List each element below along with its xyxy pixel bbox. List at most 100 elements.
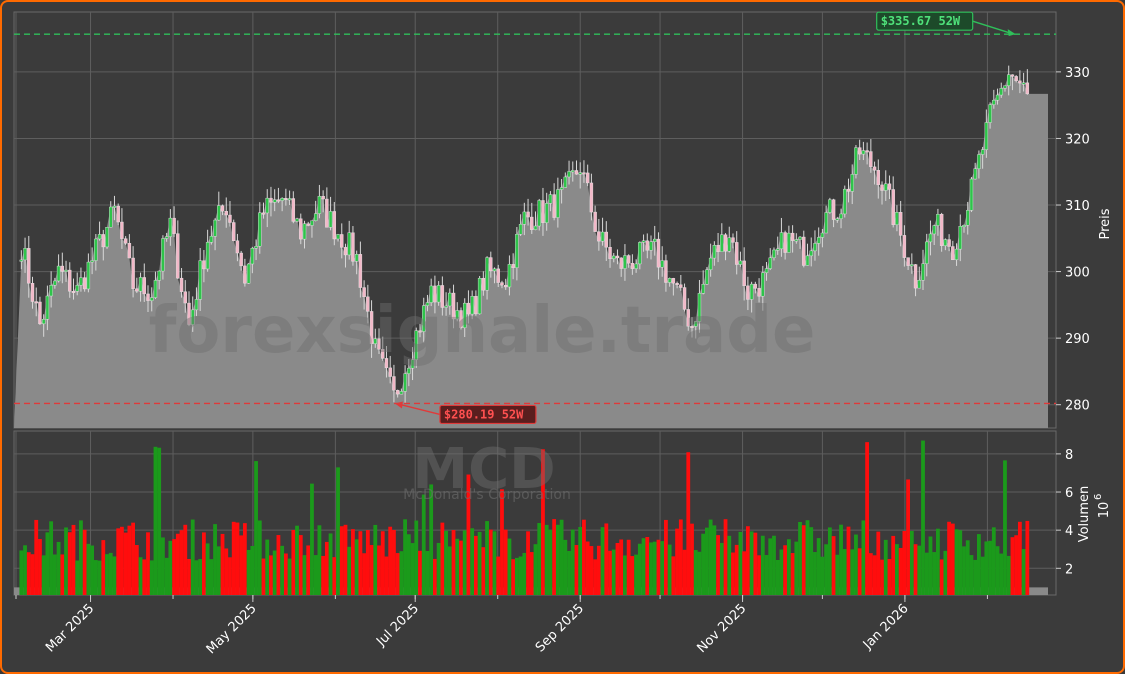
candle-body bbox=[857, 147, 862, 155]
candle-body bbox=[932, 225, 936, 235]
candle-body bbox=[481, 278, 486, 291]
volume-bar bbox=[529, 552, 534, 595]
candle-body bbox=[477, 278, 482, 315]
candle-body bbox=[220, 205, 225, 212]
price-area bbox=[14, 74, 1048, 428]
candle-body bbox=[209, 236, 214, 243]
volume-bar bbox=[485, 521, 489, 595]
volume-bar bbox=[235, 522, 240, 595]
volume-bar bbox=[321, 555, 326, 595]
candle-body bbox=[455, 310, 459, 320]
candle-body bbox=[902, 235, 907, 258]
volume-bar bbox=[131, 522, 136, 595]
price-tick-label: 330 bbox=[1065, 66, 1090, 81]
candle-body bbox=[53, 280, 57, 286]
candle-body bbox=[369, 311, 374, 344]
volume-bar bbox=[97, 560, 102, 595]
low-52w-annotation: $280.19 52W bbox=[394, 401, 537, 425]
volume-bar bbox=[876, 531, 881, 595]
candle-body bbox=[280, 198, 284, 201]
volume-bar bbox=[142, 559, 147, 595]
candle-body bbox=[440, 285, 445, 308]
volume-bar bbox=[414, 520, 419, 595]
volume-bar bbox=[242, 523, 247, 595]
candle-body bbox=[749, 283, 754, 300]
candle-body bbox=[768, 257, 772, 269]
candle-body bbox=[869, 151, 873, 168]
candle-body bbox=[176, 233, 180, 279]
volume-bar bbox=[749, 531, 754, 595]
candle-body bbox=[504, 285, 508, 288]
volume-bar bbox=[377, 545, 381, 595]
candle-body bbox=[1021, 82, 1026, 85]
volume-bar bbox=[425, 550, 430, 595]
volume-bar bbox=[116, 528, 121, 595]
candle-body bbox=[682, 287, 687, 310]
candle-body bbox=[552, 194, 556, 218]
candle-body bbox=[939, 213, 944, 246]
candle-body bbox=[403, 373, 407, 392]
volume-bar bbox=[995, 546, 1000, 595]
candle-body bbox=[544, 203, 549, 223]
price-tick-label: 280 bbox=[1065, 399, 1090, 414]
volume-bar bbox=[827, 527, 832, 595]
watermark-site: forexsignale.trade bbox=[149, 294, 816, 368]
volume-bar bbox=[496, 556, 501, 595]
volume-bars-group bbox=[19, 440, 1030, 595]
candle-body bbox=[612, 255, 616, 259]
watermark-ticker: MCD bbox=[412, 437, 555, 502]
volume-bar bbox=[585, 541, 590, 595]
candle-body bbox=[179, 277, 184, 292]
price-tick-label: 300 bbox=[1065, 266, 1090, 281]
candle-body bbox=[71, 291, 76, 293]
volume-bar bbox=[965, 540, 970, 595]
volume-bar bbox=[596, 545, 601, 595]
volume-bar bbox=[175, 533, 180, 595]
volume-bar bbox=[880, 559, 884, 595]
candle-body bbox=[574, 170, 579, 175]
volume-bar bbox=[984, 541, 989, 595]
candle-body bbox=[861, 150, 866, 155]
volume-bar bbox=[563, 539, 568, 595]
candle-body bbox=[101, 234, 105, 248]
candle-body bbox=[589, 182, 594, 213]
volume-bar bbox=[723, 519, 728, 595]
candle-body bbox=[597, 231, 601, 242]
volume-bar bbox=[328, 533, 333, 595]
candle-body bbox=[202, 260, 206, 270]
volume-bar bbox=[421, 494, 426, 595]
volume-bar bbox=[295, 525, 299, 595]
volume-bar bbox=[973, 559, 978, 595]
candle-body bbox=[142, 277, 146, 295]
volume-bar bbox=[522, 552, 527, 595]
candle-body bbox=[522, 211, 527, 225]
volume-bar bbox=[649, 542, 653, 595]
x-axis: Mar 2025 May 2025 Jul 2025 Sep 2025 Nov 2025… bbox=[15, 595, 988, 657]
volume-bar bbox=[257, 520, 262, 595]
volume-bar bbox=[1014, 535, 1019, 595]
candle-body bbox=[470, 296, 474, 315]
volume-bar bbox=[112, 556, 117, 595]
candle-body bbox=[537, 200, 541, 227]
volume-bar bbox=[418, 550, 422, 595]
volume-exponent-base: 10 bbox=[1097, 502, 1112, 519]
candle-body bbox=[962, 225, 966, 227]
candle-body bbox=[313, 213, 318, 221]
candle-body bbox=[135, 288, 139, 292]
candle-body bbox=[399, 391, 404, 395]
candle-body bbox=[45, 295, 50, 320]
volume-bar bbox=[38, 539, 42, 595]
candle-body bbox=[973, 168, 977, 180]
volume-bar bbox=[399, 551, 404, 595]
candle-body bbox=[653, 238, 657, 242]
candle-body bbox=[30, 283, 35, 302]
candle-body bbox=[880, 184, 884, 191]
candle-body bbox=[120, 221, 124, 239]
volume-bar bbox=[947, 521, 951, 595]
candle-body bbox=[585, 172, 590, 184]
volume-bar bbox=[969, 555, 974, 595]
candle-body bbox=[1018, 80, 1022, 84]
candle-body bbox=[183, 291, 187, 304]
volume-bar bbox=[593, 559, 598, 595]
